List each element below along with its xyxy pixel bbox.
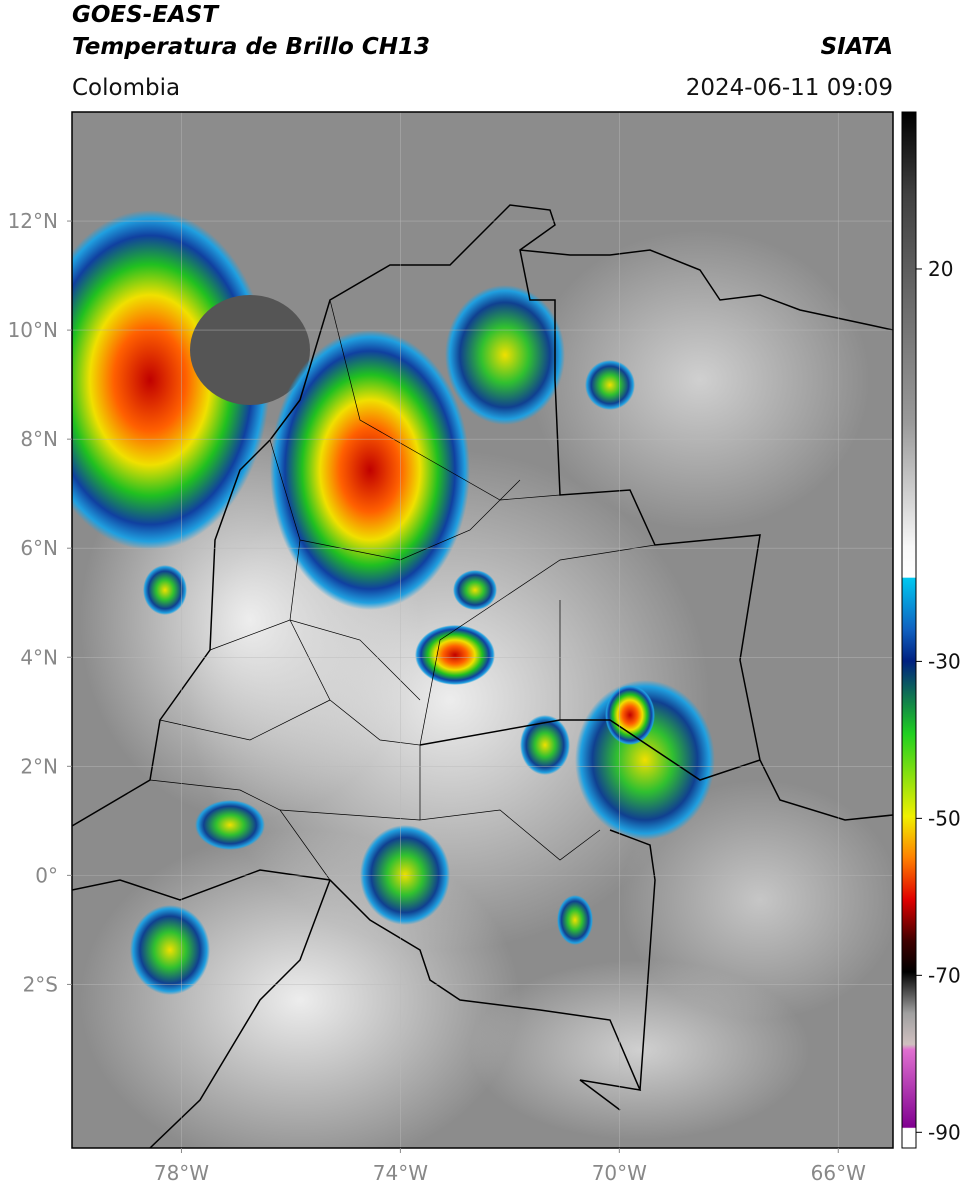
colorbar-tick-label: -70 [928, 963, 961, 987]
datetime: 2024-06-11 09:09 [686, 75, 893, 101]
lat-tick-label: 10°N [8, 318, 58, 342]
title-line2: Temperatura de Brillo CH13 [72, 34, 430, 60]
colorbar-tick-label: -90 [928, 1120, 961, 1144]
colorbar [901, 111, 917, 1149]
lon-tick-label: 70°W [592, 1161, 647, 1185]
colorbar-tick-label: -30 [928, 649, 961, 673]
lon-tick-label: 66°W [811, 1161, 866, 1185]
region: Colombia [72, 75, 180, 101]
lat-tick-label: 2°N [20, 754, 58, 778]
graticule [72, 112, 893, 1148]
colorbar-tick-label: -50 [928, 806, 961, 830]
lat-tick-label: 4°N [20, 645, 58, 669]
map-frame [71, 111, 894, 1149]
lon-tick-label: 74°W [373, 1161, 428, 1185]
lat-tick-label: 12°N [8, 209, 58, 233]
satellite-image [72, 112, 893, 1148]
lat-tick-label: 0° [35, 863, 58, 887]
lon-tick-label: 78°W [154, 1161, 209, 1185]
source: SIATA [821, 34, 893, 60]
colorbar-tick-label: 20 [928, 257, 953, 281]
title-line1: GOES-EAST [72, 2, 220, 28]
lat-tick-label: 2°S [23, 972, 58, 996]
lat-tick-label: 6°N [20, 536, 58, 560]
lat-tick-label: 8°N [20, 427, 58, 451]
